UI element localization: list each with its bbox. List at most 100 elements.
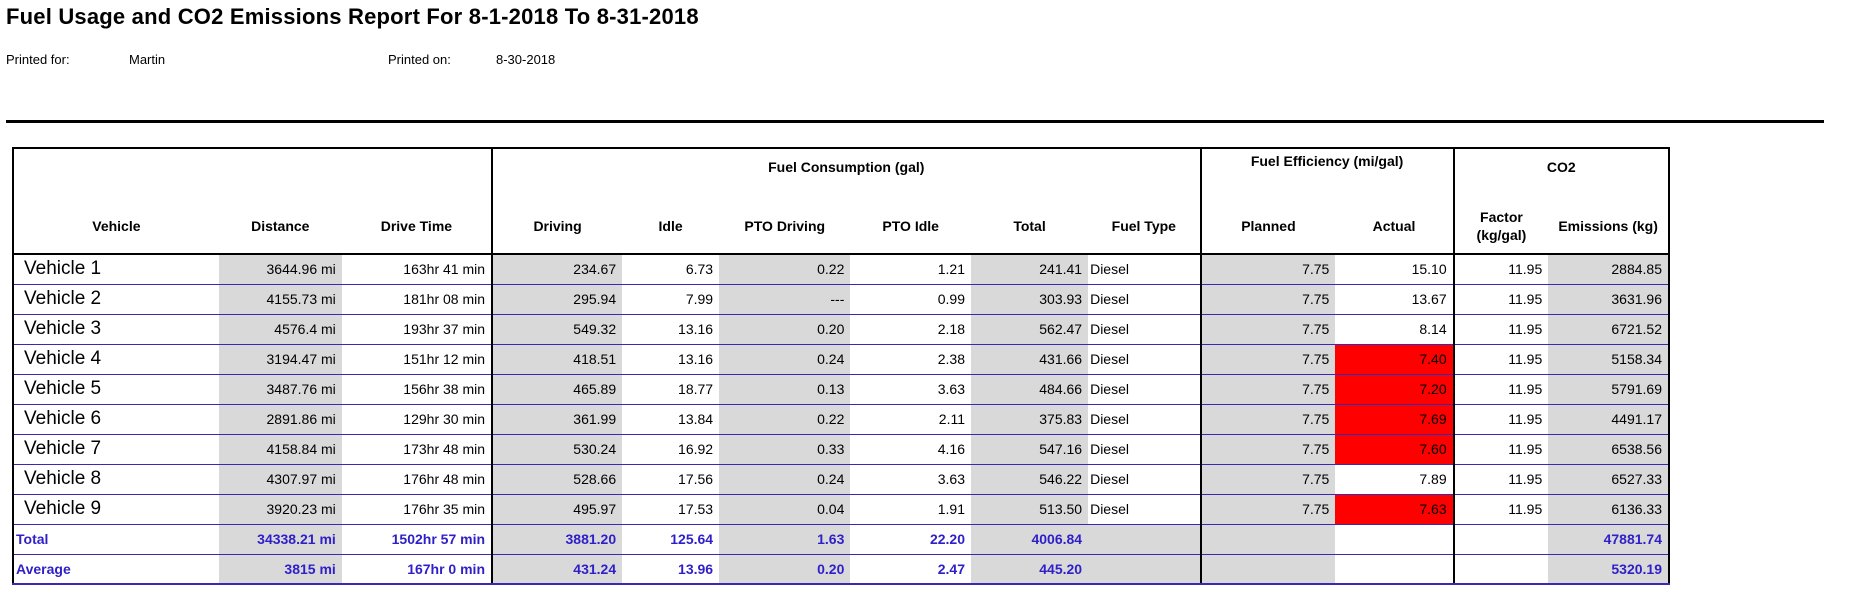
total-fuel-cell: 547.16 <box>971 434 1089 465</box>
co2-factor-cell: 11.95 <box>1452 404 1549 435</box>
drive-time-cell: 151hr 12 min <box>341 344 493 375</box>
co2-factor-cell: 11.95 <box>1452 464 1549 495</box>
summary-distance-cell: 3815 mi <box>218 554 342 585</box>
report-title: Fuel Usage and CO2 Emissions Report For … <box>6 4 699 29</box>
pto-driving-cell: 0.22 <box>719 254 851 285</box>
table-row: Vehicle 4 3194.47 mi 151hr 12 min 418.51 13.… <box>12 344 1670 375</box>
co2-factor-cell: 11.95 <box>1452 284 1549 315</box>
fuel-consumption-group-header: Fuel Consumption (gal) <box>491 147 1201 198</box>
vehicle-name-cell: Vehicle 4 <box>12 344 219 375</box>
co2-emissions-cell: 6136.33 <box>1548 494 1670 525</box>
total-fuel-cell: 375.83 <box>971 404 1089 435</box>
actual-efficiency-cell: 7.69 <box>1335 404 1454 435</box>
distance-column-header: Distance <box>218 198 342 255</box>
pto-idle-cell: 2.38 <box>850 344 971 375</box>
co2-factor-cell: 11.95 <box>1452 314 1549 345</box>
table-row: Vehicle 8 4307.97 mi 176hr 48 min 528.66 17.… <box>12 464 1670 495</box>
summary-label-cell: Average <box>12 554 219 585</box>
table-row: Vehicle 1 3644.96 mi 163hr 41 min 234.67 6.7… <box>12 254 1670 285</box>
driving-fuel-cell: 549.32 <box>491 314 623 345</box>
fuel-type-cell: Diesel <box>1088 284 1201 315</box>
summary-planned-blank <box>1199 554 1336 585</box>
summary-driving-cell: 431.24 <box>491 554 623 585</box>
co2-emissions-cell: 6538.56 <box>1548 434 1670 465</box>
pto-idle-cell: 3.63 <box>850 464 971 495</box>
co2-emissions-cell: 3631.96 <box>1548 284 1670 315</box>
driving-fuel-cell: 418.51 <box>491 344 623 375</box>
fuel-type-cell: Diesel <box>1088 374 1201 405</box>
summary-pto-idle-cell: 22.20 <box>850 524 971 555</box>
summary-total-cell: 445.20 <box>971 554 1089 585</box>
fuel-type-cell: Diesel <box>1088 254 1201 285</box>
pto-driving-cell: 0.24 <box>719 344 851 375</box>
summary-pto-driving-cell: 1.63 <box>719 524 851 555</box>
summary-idle-cell: 125.64 <box>622 524 720 555</box>
driving-column-header: Driving <box>491 198 623 255</box>
distance-cell: 4155.73 mi <box>218 284 342 315</box>
actual-efficiency-cell: 7.89 <box>1335 464 1454 495</box>
summary-driving-cell: 3881.20 <box>491 524 623 555</box>
summary-pto-idle-cell: 2.47 <box>850 554 971 585</box>
fuel-type-cell: Diesel <box>1088 314 1201 345</box>
vehicle-name-cell: Vehicle 7 <box>12 434 219 465</box>
summary-label-cell: Total <box>12 524 219 555</box>
planned-efficiency-cell: 7.75 <box>1199 434 1336 465</box>
summary-planned-blank <box>1199 524 1336 555</box>
report-body: Vehicle 1 3644.96 mi 163hr 41 min 234.67 6.7… <box>12 254 1670 585</box>
idle-fuel-cell: 18.77 <box>622 374 720 405</box>
idle-fuel-cell: 13.84 <box>622 404 720 435</box>
summary-fuel-type-blank <box>1088 554 1201 585</box>
co2-factor-cell: 11.95 <box>1452 254 1549 285</box>
pto-idle-cell: 1.21 <box>850 254 971 285</box>
driving-fuel-cell: 361.99 <box>491 404 623 435</box>
summary-total-cell: 4006.84 <box>971 524 1089 555</box>
distance-cell: 4307.97 mi <box>218 464 342 495</box>
actual-efficiency-cell: 13.67 <box>1335 284 1454 315</box>
driving-fuel-cell: 495.97 <box>491 494 623 525</box>
vehicle-column-header: Vehicle <box>12 198 219 255</box>
distance-cell: 2891.86 mi <box>218 404 342 435</box>
actual-efficiency-cell: 15.10 <box>1335 254 1454 285</box>
drive-time-column-header: Drive Time <box>341 198 493 255</box>
total-fuel-cell: 241.41 <box>971 254 1089 285</box>
co2-emissions-cell: 2884.85 <box>1548 254 1670 285</box>
printed-for-label: Printed for: <box>6 52 70 67</box>
total-fuel-cell: 546.22 <box>971 464 1089 495</box>
co2-emissions-cell: 5158.34 <box>1548 344 1670 375</box>
total-fuel-cell: 431.66 <box>971 344 1089 375</box>
vehicle-name-cell: Vehicle 5 <box>12 374 219 405</box>
header-column-row: Vehicle Distance Drive Time Driving Idle… <box>12 198 1670 255</box>
pto-driving-cell: 0.20 <box>719 314 851 345</box>
idle-fuel-cell: 17.56 <box>622 464 720 495</box>
total-fuel-cell: 484.66 <box>971 374 1089 405</box>
planned-efficiency-cell: 7.75 <box>1199 284 1336 315</box>
driving-fuel-cell: 528.66 <box>491 464 623 495</box>
fuel-type-cell: Diesel <box>1088 494 1201 525</box>
printed-for-value: Martin <box>129 52 166 67</box>
emissions-column-header: Emissions (kg) <box>1548 198 1670 255</box>
table-row: Vehicle 2 4155.73 mi 181hr 08 min 295.94 7.9… <box>12 284 1670 315</box>
co2-factor-cell: 11.95 <box>1452 494 1549 525</box>
distance-cell: 4576.4 mi <box>218 314 342 345</box>
table-row: Vehicle 6 2891.86 mi 129hr 30 min 361.99 13.… <box>12 404 1670 435</box>
header-rule <box>6 120 1824 123</box>
co2-group-header: CO2 <box>1452 147 1671 198</box>
pto-idle-cell: 3.63 <box>850 374 971 405</box>
summary-distance-cell: 34338.21 mi <box>218 524 342 555</box>
actual-efficiency-cell: 7.63 <box>1335 494 1454 525</box>
fuel-type-cell: Diesel <box>1088 344 1201 375</box>
table-row: Vehicle 5 3487.76 mi 156hr 38 min 465.89 18.… <box>12 374 1670 405</box>
drive-time-cell: 163hr 41 min <box>341 254 493 285</box>
total-column-header: Total <box>971 198 1089 255</box>
summary-row: Total 34338.21 mi 1502hr 57 min 3881.20 125.… <box>12 524 1670 555</box>
planned-efficiency-cell: 7.75 <box>1199 404 1336 435</box>
planned-efficiency-cell: 7.75 <box>1199 314 1336 345</box>
summary-actual-blank <box>1335 524 1454 555</box>
drive-time-cell: 156hr 38 min <box>341 374 493 405</box>
header-group-row: Fuel Consumption (gal) Fuel Efficiency (… <box>11 147 1671 198</box>
idle-fuel-cell: 6.73 <box>622 254 720 285</box>
drive-time-cell: 193hr 37 min <box>341 314 493 345</box>
fuel-type-column-header: Fuel Type <box>1088 198 1201 255</box>
drive-time-cell: 129hr 30 min <box>341 404 493 435</box>
planned-efficiency-cell: 7.75 <box>1199 464 1336 495</box>
